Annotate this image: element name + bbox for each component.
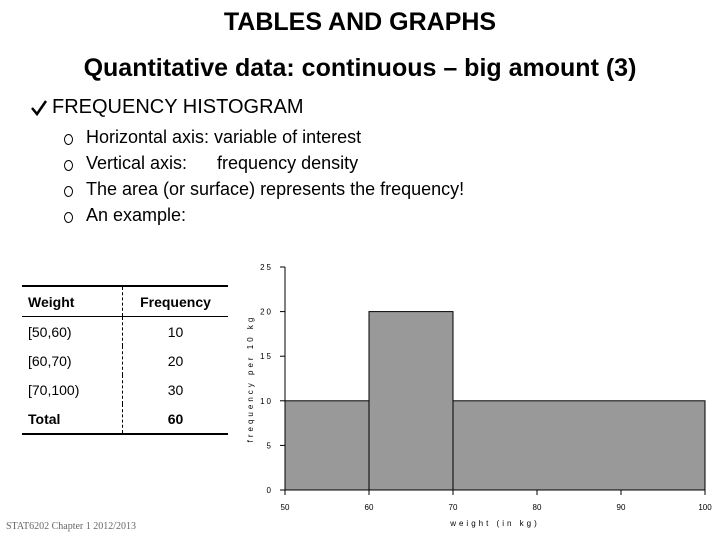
x-tick-label: 90 — [617, 503, 626, 512]
total-cell: 60 — [122, 404, 228, 435]
y-tick-label: 25 — [260, 263, 273, 272]
sub-bullet: The area (or surface) represents the fre… — [86, 179, 465, 199]
bullet: FREQUENCY HISTOGRAM — [52, 96, 304, 118]
sub-bullet: Horizontal axis: variable of interest — [86, 127, 362, 147]
x-axis-label: weight (in kg) — [449, 519, 540, 528]
x-tick-label: 70 — [449, 503, 458, 512]
check-icon — [31, 100, 48, 117]
bar — [368, 311, 454, 491]
sub-bullet: Vertical axis: frequency density — [86, 153, 359, 173]
footer: STAT6202 Chapter 1 2012/2013 — [6, 521, 137, 532]
header-cell: Frequency — [122, 285, 228, 317]
y-tick-label: 5 — [267, 441, 273, 450]
y-tick-label: 10 — [260, 397, 273, 406]
y-tick-label: 0 — [267, 486, 273, 495]
cell: 20 — [167, 352, 184, 369]
bar — [452, 400, 706, 491]
bullet-marker — [64, 160, 73, 171]
cell: 30 — [167, 381, 184, 398]
frequency-table: Weight Frequency [50,60) 10 [60,70) 20 [70,… — [22, 285, 228, 435]
cell: [70,100) — [22, 375, 123, 404]
cell: 10 — [167, 323, 184, 340]
bullet-marker — [64, 134, 73, 145]
bullet-marker — [64, 212, 73, 223]
sub-bullet: An example: — [86, 205, 187, 225]
x-tick-label: 80 — [533, 503, 542, 512]
x-tick-label: 100 — [698, 503, 712, 512]
cell: [50,60) — [22, 316, 123, 346]
slide-title: TABLES AND GRAPHS — [223, 8, 497, 36]
y-tick-label: 20 — [260, 308, 273, 317]
bullet-marker — [64, 186, 73, 197]
cell: [60,70) — [22, 346, 123, 375]
y-axis-label: frequency per 10 kg — [246, 315, 255, 443]
header-cell: Weight — [22, 285, 123, 317]
bar — [284, 400, 370, 491]
x-tick-label: 60 — [365, 503, 374, 512]
slide-subtitle: Quantitative data: continuous – big amou… — [83, 54, 637, 82]
y-tick-label: 15 — [260, 352, 273, 361]
total-cell: Total — [22, 404, 123, 435]
x-tick-label: 50 — [281, 503, 290, 512]
